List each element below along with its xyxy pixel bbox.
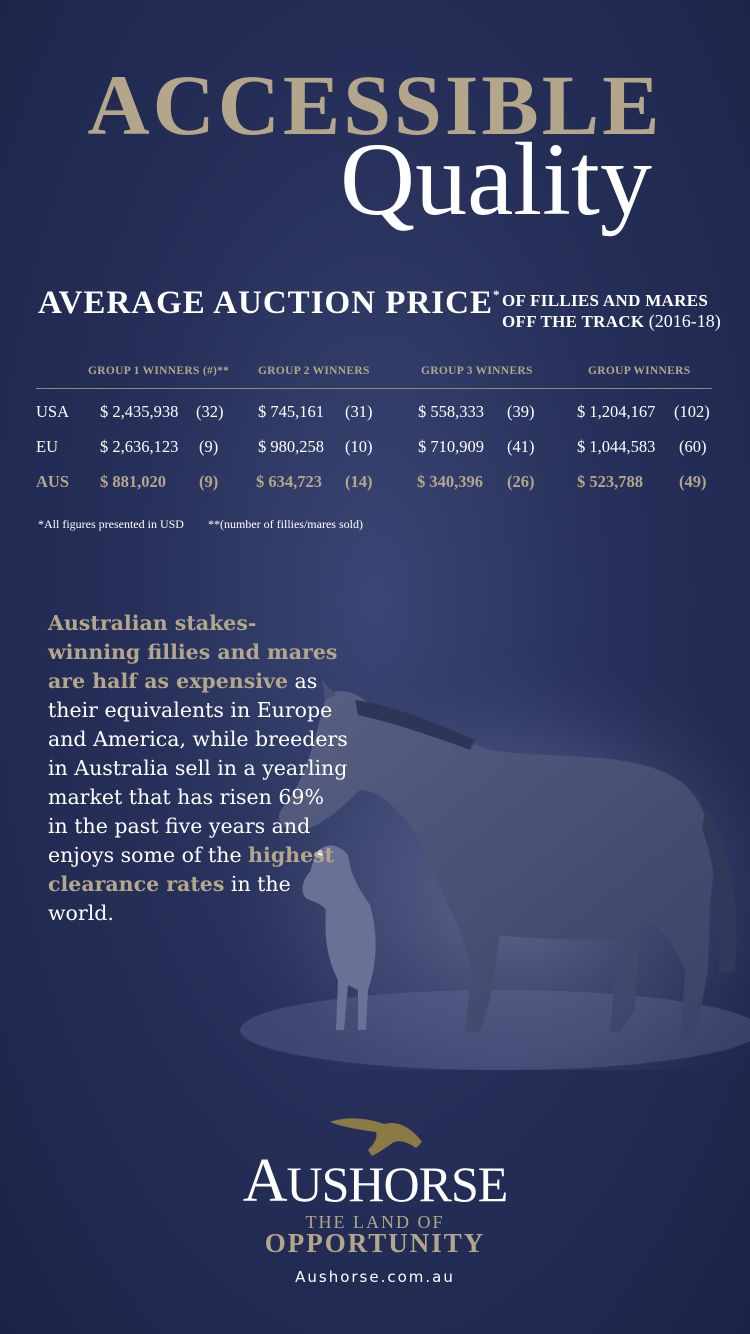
count-cell: (39) — [507, 402, 535, 421]
count-cell: (14) — [345, 472, 373, 491]
region-label: EU — [36, 437, 58, 456]
paragraph-text-part1: as their equivalents in Europe and Ameri… — [48, 669, 348, 867]
highlight-clearance-rates: highest clearance rates — [48, 843, 335, 896]
section-title: AVERAGE AUCTION PRICE* — [38, 285, 500, 322]
website-link[interactable]: Aushorse.com.au — [295, 1268, 455, 1286]
horse-head-logo-icon — [330, 1118, 422, 1156]
region-label: AUS — [36, 472, 70, 491]
count-cell: (60) — [679, 437, 707, 456]
count-cell: (49) — [679, 472, 707, 491]
price-cell: $ 2,435,938 — [100, 402, 179, 421]
count-cell: (9) — [199, 472, 219, 491]
brand-rest: USHORSE — [286, 1156, 508, 1212]
table-header-group1: GROUP 1 WINNERS (#)** — [88, 365, 230, 377]
highlight-half-as-expensive: Australian stakes-winning fillies and ma… — [48, 611, 338, 693]
tagline-line2: OPPORTUNITY — [264, 1228, 486, 1258]
intro-paragraph: Australian stakes-winning fillies and ma… — [48, 609, 348, 928]
footnote-count: **(number of fillies/mares sold) — [208, 517, 363, 531]
section-title-asterisk: * — [492, 287, 501, 302]
price-cell: $ 1,204,167 — [577, 402, 656, 421]
brand-logo-text: AUSHORSE — [0, 1150, 750, 1212]
table-header-group-total: GROUP WINNERS — [588, 365, 691, 377]
price-cell: $ 634,723 — [256, 472, 322, 491]
table-divider — [36, 388, 712, 389]
mare-and-foal-image — [240, 640, 750, 1070]
price-cell: $ 523,788 — [577, 472, 643, 491]
price-cell: $ 340,396 — [417, 472, 483, 491]
section-subtitle-line2: OFF THE TRACK — [502, 312, 645, 331]
price-cell: $ 881,020 — [100, 472, 166, 491]
paragraph-text-part2: in the world. — [48, 872, 291, 925]
price-cell: $ 745,161 — [258, 402, 324, 421]
count-cell: (41) — [507, 437, 535, 456]
region-label: USA — [36, 402, 70, 421]
section-subtitle: OF FILLIES AND MARES OFF THE TRACK (2016… — [502, 290, 742, 332]
price-cell: $ 558,333 — [418, 402, 484, 421]
count-cell: (31) — [345, 402, 373, 421]
count-cell: (26) — [507, 472, 535, 491]
footnote-usd: *All figures presented in USD — [38, 517, 184, 531]
headline-quality: Quality — [340, 122, 652, 237]
tagline-line1: THE LAND OF — [305, 1212, 445, 1232]
section-subtitle-line1: OF FILLIES AND MARES — [502, 291, 709, 310]
table-header-group2: GROUP 2 WINNERS — [258, 365, 370, 377]
count-cell: (10) — [345, 437, 373, 456]
section-title-text: AVERAGE AUCTION PRICE — [38, 285, 493, 321]
count-cell: (102) — [674, 402, 710, 421]
price-cell: $ 980,258 — [258, 437, 324, 456]
section-subtitle-years: (2016-18) — [648, 311, 721, 331]
price-cell: $ 1,044,583 — [577, 437, 656, 456]
headline-accessible: ACCESSIBLE — [87, 57, 663, 153]
count-cell: (32) — [196, 402, 224, 421]
brand-initial: A — [242, 1147, 288, 1215]
price-cell: $ 2,636,123 — [100, 437, 179, 456]
table-header-group3: GROUP 3 WINNERS — [421, 365, 533, 377]
count-cell: (9) — [199, 437, 219, 456]
price-cell: $ 710,909 — [418, 437, 484, 456]
